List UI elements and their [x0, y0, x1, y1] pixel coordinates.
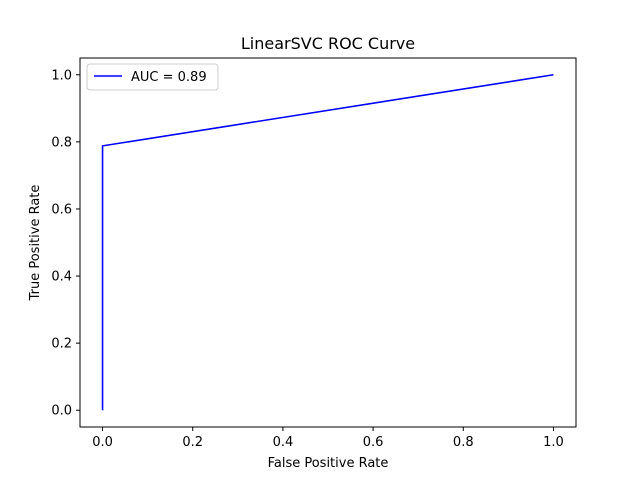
x-tick-label: 1.0 — [543, 435, 564, 450]
chart-title: LinearSVC ROC Curve — [241, 34, 415, 53]
x-tick-label: 0.6 — [363, 435, 384, 450]
legend-label: AUC = 0.89 — [131, 70, 207, 85]
series-layer — [101, 73, 554, 411]
y-tick-label: 1.0 — [51, 68, 72, 83]
x-axis-label: False Positive Rate — [268, 456, 389, 471]
x-axis-ticks: 0.0 0.2 0.4 0.6 0.8 1.0 — [92, 427, 564, 450]
legend: AUC = 0.89 — [86, 63, 219, 91]
legend-box — [86, 63, 219, 91]
y-axis-ticks: 0.0 0.2 0.4 0.6 0.8 1.0 — [51, 68, 80, 419]
x-tick-label: 0.2 — [182, 435, 203, 450]
y-axis-label: True Positive Rate — [28, 185, 43, 302]
axes-frame — [79, 57, 577, 428]
y-tick-label: 0.0 — [51, 404, 72, 419]
x-tick-label: 0.0 — [92, 435, 113, 450]
x-tick-label: 0.8 — [453, 435, 474, 450]
roc-curve-line — [101, 73, 554, 411]
x-tick-label: 0.4 — [273, 435, 294, 450]
y-tick-label: 0.8 — [51, 135, 72, 150]
y-tick-label: 0.4 — [51, 270, 72, 285]
y-tick-label: 0.2 — [51, 337, 72, 352]
y-tick-label: 0.6 — [51, 202, 72, 217]
